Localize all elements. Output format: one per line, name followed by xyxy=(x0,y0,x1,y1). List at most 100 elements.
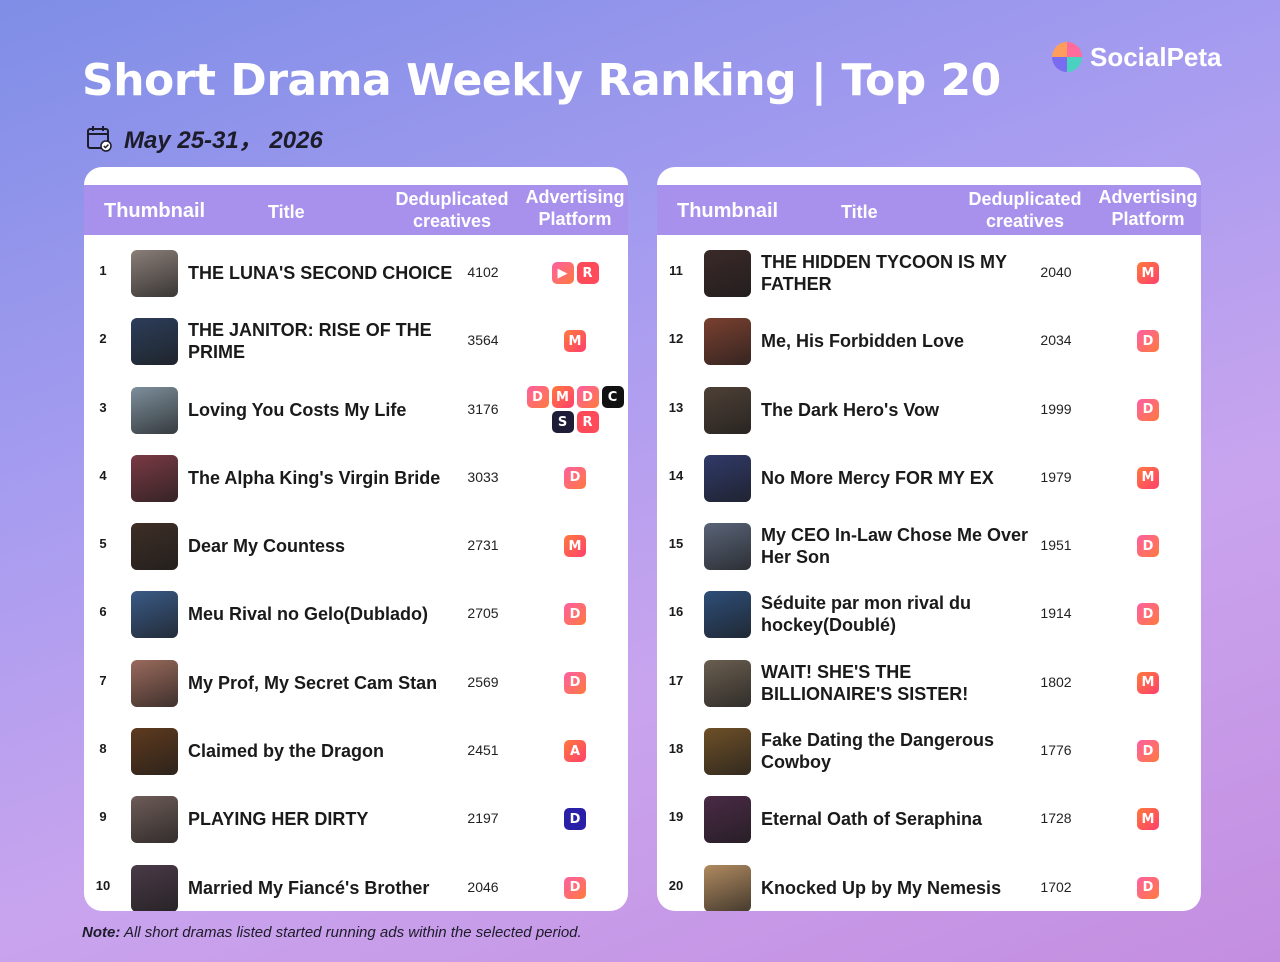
platform-icons: M xyxy=(1093,239,1201,307)
rank-number: 10 xyxy=(95,877,111,893)
drama-thumbnail[interactable] xyxy=(131,796,178,844)
creatives-count: 1999 xyxy=(1040,400,1072,417)
table-row: 6 Meu Rival no Gelo(Dublado) 2705 D xyxy=(84,580,628,648)
table-row: 12 Me, His Forbidden Love 2034 D xyxy=(657,307,1201,375)
drama-title: Eternal Oath of Seraphina xyxy=(761,809,983,830)
m-icon: M xyxy=(1137,808,1159,831)
header-deduplicated: Deduplicated creatives xyxy=(968,189,1082,231)
rank-number: 16 xyxy=(668,604,684,620)
platform-icons: A xyxy=(520,717,628,785)
creatives-count: 2034 xyxy=(1040,332,1072,349)
drama-thumbnail[interactable] xyxy=(131,864,178,911)
drama-thumbnail[interactable] xyxy=(131,523,178,571)
rank-number: 1 xyxy=(99,263,107,278)
drama-title: THE JANITOR: RISE OF THE PRIME xyxy=(188,320,432,363)
platform-icons: M xyxy=(1093,444,1201,512)
creatives-count: 1702 xyxy=(1040,878,1072,895)
drama-title: THE LUNA'S SECOND CHOICE xyxy=(188,263,453,283)
date-row: May 25-31， 2026 xyxy=(86,120,323,155)
rows-right: 11 THE HIDDEN TYCOON IS MY FATHER 2040 M 12 M… xyxy=(657,239,1201,911)
rank-number: 9 xyxy=(99,809,107,825)
d-icon: D xyxy=(576,386,599,409)
drama-title: Me, His Forbidden Love xyxy=(761,331,965,352)
brand: SocialPeta xyxy=(1050,40,1222,74)
thumbnail-image xyxy=(131,250,178,297)
creatives-count: 2040 xyxy=(1040,264,1072,280)
drama-thumbnail[interactable] xyxy=(131,659,178,707)
d-icon: D xyxy=(1137,398,1159,421)
drama-title: Married My Fiancé's Brother xyxy=(188,877,430,898)
thumbnail-image xyxy=(131,659,178,707)
table-row: 5 Dear My Countess 2731 M xyxy=(84,512,628,580)
drama-thumbnail[interactable] xyxy=(704,250,751,297)
drama-thumbnail[interactable] xyxy=(131,591,178,639)
rank-number: 18 xyxy=(668,741,684,757)
platform-icons: D xyxy=(520,854,628,911)
drama-thumbnail[interactable] xyxy=(704,523,751,571)
creatives-count: 2705 xyxy=(467,605,499,622)
table-header: Thumbnail Title Deduplicated creatives Ad… xyxy=(657,185,1201,235)
drama-title: THE HIDDEN TYCOON IS MY FATHER xyxy=(761,252,1007,294)
drama-title: Fake Dating the Dangerous Cowboy xyxy=(761,730,995,773)
platform-icons: D xyxy=(520,444,628,512)
platform-icons: D xyxy=(1093,717,1201,785)
platform-icons: D xyxy=(1093,307,1201,375)
table-row: 10 Married My Fiancé's Brother 2046 D xyxy=(84,854,628,911)
drama-thumbnail[interactable] xyxy=(131,250,178,297)
drama-thumbnail[interactable] xyxy=(131,318,178,366)
brand-name: SocialPeta xyxy=(1090,41,1222,72)
table-row: 20 Knocked Up by My Nemesis 1702 D xyxy=(657,854,1201,911)
table-row: 7 My Prof, My Secret Cam Stan 2569 D xyxy=(84,649,628,717)
creatives-count: 1951 xyxy=(1040,537,1072,554)
drama-thumbnail[interactable] xyxy=(704,659,751,707)
drama-thumbnail[interactable] xyxy=(704,864,751,911)
thumbnail-image xyxy=(131,386,178,434)
platform-icons: M xyxy=(520,307,628,375)
id-icon: D xyxy=(564,808,586,831)
thumbnail-image xyxy=(704,728,751,776)
d-icon: D xyxy=(526,386,549,409)
platform-icons: D xyxy=(1093,376,1201,444)
drama-thumbnail[interactable] xyxy=(704,318,751,366)
d-icon: D xyxy=(1137,876,1159,899)
creatives-count: 1728 xyxy=(1040,810,1072,827)
drama-thumbnail[interactable] xyxy=(704,796,751,844)
d-icon: D xyxy=(564,603,586,626)
rank-number: 12 xyxy=(668,331,684,347)
thumbnail-image xyxy=(131,591,178,639)
table-row: 4 The Alpha King's Virgin Bride 3033 D xyxy=(84,444,628,512)
header-thumbnail: Thumbnail xyxy=(677,200,779,222)
thumbnail-image xyxy=(131,454,178,502)
thumbnail-image xyxy=(704,454,751,502)
creatives-count: 1979 xyxy=(1040,468,1072,485)
date-range: May 25-31， 2026 xyxy=(124,127,323,154)
thumbnail-image xyxy=(704,796,751,844)
header-platform: Advertising Platform xyxy=(1098,187,1198,229)
drama-thumbnail[interactable] xyxy=(131,454,178,502)
drama-thumbnail[interactable] xyxy=(704,728,751,776)
ranking-panel-left: Thumbnail Title Deduplicated creatives Ad… xyxy=(84,167,628,911)
footnote: Note: All short dramas listed started ru… xyxy=(82,924,582,941)
m-icon: M xyxy=(551,386,574,409)
drama-title: Séduite par mon rival du hockey(Doublé) xyxy=(761,593,972,636)
thumbnail-image xyxy=(131,318,178,366)
creatives-count: 1802 xyxy=(1040,673,1072,690)
thumbnail-image xyxy=(131,728,178,776)
table-row: 1 THE LUNA'S SECOND CHOICE 4102 ▶ R xyxy=(84,239,628,307)
drama-title: Dear My Countess xyxy=(188,536,346,557)
drama-thumbnail[interactable] xyxy=(704,386,751,434)
creatives-count: 4102 xyxy=(467,264,499,280)
r-icon: R xyxy=(576,411,599,434)
drama-thumbnail[interactable] xyxy=(131,386,178,434)
rank-number: 11 xyxy=(669,263,683,278)
creatives-count: 3033 xyxy=(467,468,499,485)
platform-icons: D xyxy=(520,785,628,853)
drama-thumbnail[interactable] xyxy=(131,728,178,776)
drama-thumbnail[interactable] xyxy=(704,591,751,639)
table-row: 14 No More Mercy FOR MY EX 1979 M xyxy=(657,444,1201,512)
d-icon: D xyxy=(1137,535,1159,558)
drama-title: Meu Rival no Gelo(Dublado) xyxy=(188,604,429,625)
drama-title: PLAYING HER DIRTY xyxy=(188,809,369,830)
m-icon: M xyxy=(1137,466,1159,489)
drama-thumbnail[interactable] xyxy=(704,454,751,502)
